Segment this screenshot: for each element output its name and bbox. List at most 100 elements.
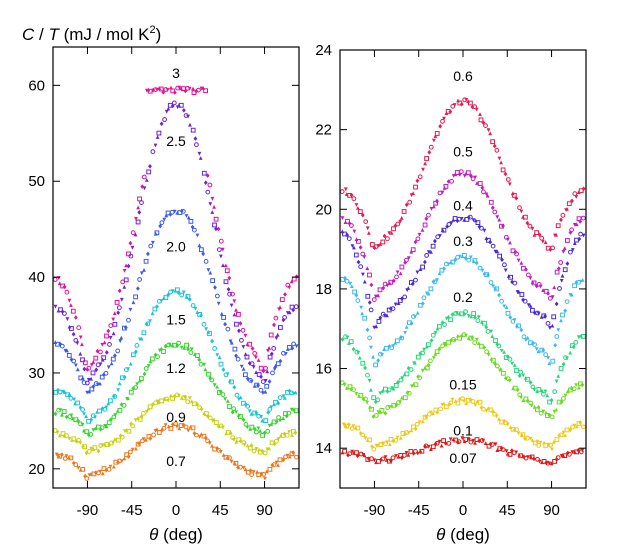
point-0.9 (185, 399, 191, 405)
point-3 (234, 308, 238, 312)
point-0.6 (492, 143, 497, 149)
point-1.5 (82, 412, 86, 416)
point-3 (220, 247, 225, 252)
point-0.9 (111, 440, 115, 445)
point-0.5 (398, 271, 403, 276)
point-2.0 (192, 227, 197, 233)
point-2.5 (128, 253, 134, 259)
point-2.5 (182, 108, 186, 113)
point-2.0 (270, 370, 275, 376)
point-0.9 (113, 437, 117, 441)
point-0.15 (413, 382, 419, 388)
point-0.15 (536, 405, 541, 410)
point-2.5 (80, 357, 85, 363)
point-0.3 (499, 298, 505, 304)
point-0.9 (139, 414, 144, 420)
curve-label-0.7: 0.7 (166, 453, 186, 469)
point-0.6 (511, 192, 517, 198)
point-0.1 (341, 422, 346, 427)
point-2.5 (232, 312, 237, 317)
series-0.5 (340, 169, 586, 303)
point-0.4 (426, 250, 431, 255)
point-0.9 (276, 437, 281, 442)
point-1.2 (189, 347, 194, 352)
point-2.5 (203, 180, 208, 185)
point-0.07 (580, 448, 585, 453)
point-0.3 (560, 312, 565, 318)
point-0.2 (365, 372, 370, 378)
point-3 (223, 263, 228, 268)
point-0.07 (463, 437, 469, 443)
point-1.5 (204, 327, 208, 332)
point-3 (80, 342, 84, 347)
point-0.15 (580, 382, 585, 388)
point-1.5 (108, 398, 113, 404)
point-1.2 (256, 426, 261, 431)
point-2.5 (78, 351, 83, 356)
point-0.4 (352, 245, 356, 250)
point-1.5 (254, 410, 259, 416)
point-0.07 (448, 437, 453, 442)
point-2.5 (156, 130, 162, 136)
point-0.1 (581, 424, 586, 430)
point-2.5 (150, 149, 156, 155)
point-0.4 (565, 261, 570, 266)
point-0.3 (569, 292, 574, 297)
point-2.5 (275, 332, 280, 337)
point-0.3 (371, 354, 375, 359)
point-1.2 (113, 413, 118, 417)
point-0.7 (190, 425, 196, 431)
point-2.0 (199, 247, 204, 253)
point-0.3 (559, 318, 563, 323)
point-0.9 (89, 446, 94, 451)
point-3 (137, 196, 142, 202)
point-1.2 (161, 349, 166, 354)
point-3 (266, 349, 270, 353)
point-0.07 (468, 439, 474, 445)
point-2.5 (133, 232, 138, 237)
point-1.5 (263, 418, 269, 424)
point-2.5 (139, 200, 144, 206)
point-0.2 (490, 334, 495, 338)
point-0.3 (536, 349, 541, 354)
point-0.7 (144, 437, 148, 442)
point-0.15 (443, 342, 448, 347)
x-tick-label: 45 (212, 502, 229, 519)
point-2.5 (256, 372, 262, 377)
point-1.2 (262, 430, 267, 436)
point-0.3 (546, 356, 550, 360)
point-0.7 (161, 425, 167, 431)
point-0.5 (431, 204, 436, 209)
point-0.1 (528, 436, 533, 441)
point-0.2 (561, 361, 566, 367)
point-0.7 (111, 464, 116, 469)
point-0.6 (486, 128, 491, 133)
point-0.1 (561, 430, 566, 435)
point-2.0 (101, 372, 106, 377)
point-0.5 (485, 193, 490, 198)
point-2.5 (188, 122, 192, 127)
point-2.5 (259, 374, 263, 379)
point-2.0 (162, 217, 167, 222)
point-0.7 (141, 437, 146, 441)
point-0.1 (468, 397, 473, 402)
point-0.4 (512, 280, 518, 286)
point-0.7 (98, 469, 102, 474)
point-1.2 (254, 429, 259, 435)
point-3 (82, 360, 88, 366)
point-0.5 (443, 184, 449, 189)
point-1.5 (267, 406, 273, 412)
point-2.5 (60, 309, 65, 314)
point-0.9 (197, 405, 203, 411)
point-0.7 (291, 450, 296, 455)
point-0.7 (68, 455, 74, 461)
point-0.9 (155, 399, 160, 404)
point-0.5 (550, 295, 555, 300)
point-1.2 (119, 402, 124, 407)
point-1.2 (225, 399, 230, 403)
point-2.0 (215, 293, 220, 299)
point-0.1 (393, 438, 399, 443)
point-0.6 (490, 139, 496, 145)
series-3 (52, 85, 299, 374)
point-0.4 (455, 218, 460, 224)
